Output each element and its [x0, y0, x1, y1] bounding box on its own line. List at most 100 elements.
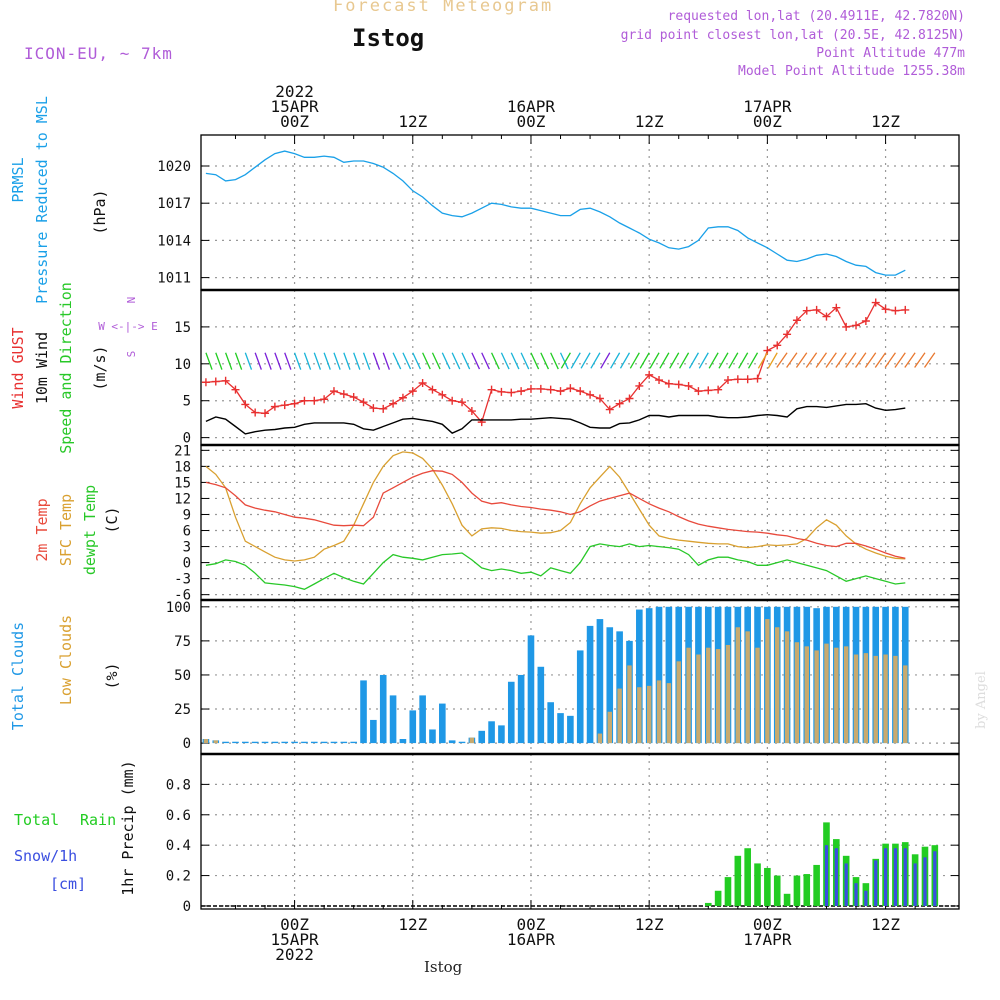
low-cloud-bar — [863, 653, 869, 744]
snow-bar — [913, 863, 917, 906]
total-cloud-bar — [655, 606, 663, 744]
low-cloud-bar — [715, 649, 721, 744]
gust-point — [605, 405, 614, 414]
bottom-time-label: 00Z — [753, 915, 782, 934]
low-cloud-bar — [735, 627, 741, 744]
gust-point — [586, 390, 595, 399]
top-time-label: 12Z — [398, 112, 427, 131]
gust-point — [901, 305, 910, 314]
sfc-temp-label: SFC Temp — [57, 494, 75, 566]
top-time-label: 12Z — [635, 112, 664, 131]
pressure-line — [205, 150, 906, 276]
gust-point — [369, 404, 378, 413]
wind-arrow — [560, 352, 571, 369]
wind-arrow — [874, 352, 887, 368]
clouds-tick-label: 25 — [174, 702, 191, 718]
gust-point — [379, 404, 388, 413]
snow-bar — [874, 860, 878, 906]
wind-arrow — [590, 352, 601, 369]
temp-tick-label: 12 — [174, 491, 191, 507]
gust-point — [595, 394, 604, 403]
gust-point — [822, 312, 831, 321]
rain-bar — [783, 893, 791, 906]
wind-arrow — [451, 352, 461, 370]
total-rain-label: Total — [14, 811, 59, 829]
rain-bar — [724, 877, 732, 906]
gust-point — [714, 385, 723, 394]
total-cloud-bar — [222, 741, 229, 744]
wind-arrow — [530, 352, 540, 370]
wind-direction-label: Speed and Direction — [57, 282, 75, 454]
low-cloud-bar — [203, 739, 209, 744]
low-cloud-bar — [646, 685, 652, 744]
top-time-label: 00Z — [280, 112, 309, 131]
wind-arrow — [904, 352, 916, 368]
gust-point — [349, 393, 358, 402]
wind-arrow — [343, 352, 351, 370]
total-cloud-bar — [567, 715, 574, 744]
gust-point — [389, 399, 398, 408]
wind-arrow — [698, 352, 709, 369]
requested-coords: requested lon,lat (20.4911E, 42.7820N) — [667, 9, 965, 24]
gust-point — [261, 409, 270, 418]
gust-point — [251, 408, 260, 417]
total-cloud-bar — [251, 741, 259, 744]
low-cloud-bar — [784, 631, 790, 744]
pressure-tick-label: 1014 — [157, 233, 191, 249]
gust-point — [408, 387, 417, 396]
gust-point — [812, 305, 821, 314]
wind-arrow — [825, 352, 837, 368]
total-cloud-bar — [301, 741, 308, 744]
temp-tick-label: -6 — [174, 588, 191, 604]
total-cloud-bar — [665, 606, 673, 744]
snow-bar — [883, 848, 888, 906]
low-cloud-bar — [883, 654, 888, 744]
snow-bar — [893, 848, 898, 906]
total-cloud-bar — [606, 627, 614, 744]
gust-point — [517, 387, 526, 396]
wind-arrow — [481, 352, 490, 370]
gust-point — [743, 375, 752, 384]
gust-point — [832, 303, 841, 312]
rain-bar — [813, 864, 820, 906]
total-cloud-bar — [547, 702, 554, 744]
wind-arrow — [718, 352, 729, 369]
wind-arrow — [402, 352, 412, 370]
wind-arrow — [431, 352, 441, 370]
compass-we: W <-|-> E — [98, 320, 158, 333]
clouds-tick-label: 75 — [174, 634, 191, 650]
bottom-time-label: 00Z — [517, 915, 546, 934]
wind-arrow — [382, 352, 390, 370]
top-time-label: 15APR — [270, 97, 319, 116]
low-cloud-bar — [617, 688, 622, 744]
wind-arrow — [441, 352, 451, 370]
wind-arrow — [264, 352, 272, 370]
compass-n: N — [125, 297, 138, 304]
total-cloud-bar — [310, 741, 318, 744]
low-cloud-bar — [725, 644, 731, 744]
gust-point — [664, 379, 673, 388]
clouds-tick-label: 100 — [166, 600, 191, 616]
wind-arrow — [923, 352, 936, 368]
wind-arrow — [225, 352, 233, 370]
total-cloud-bar — [429, 729, 436, 744]
snow-bar — [923, 857, 927, 906]
gust-point — [674, 380, 683, 389]
total-cloud-bar — [281, 741, 289, 744]
wind-arrow — [864, 352, 877, 368]
top-time-label: 16APR — [507, 97, 556, 116]
wind-tick-label: 5 — [183, 394, 191, 410]
low-cloud-bar — [686, 647, 691, 744]
wind-arrow — [815, 352, 828, 368]
temp-tick-label: 6 — [183, 524, 191, 540]
total-cloud-bar — [360, 680, 367, 744]
sfc-temp-line — [205, 451, 906, 562]
wind-tick-label: 15 — [174, 320, 191, 336]
total-cloud-bar — [527, 635, 535, 744]
clouds-tick-label: 50 — [174, 668, 191, 684]
low-cloud-bar — [834, 647, 839, 744]
model-label: ICON-EU, ~ 7km — [24, 44, 173, 63]
gust-point — [684, 381, 693, 390]
total-cloud-bar — [419, 695, 426, 744]
wind-arrow — [835, 352, 847, 368]
